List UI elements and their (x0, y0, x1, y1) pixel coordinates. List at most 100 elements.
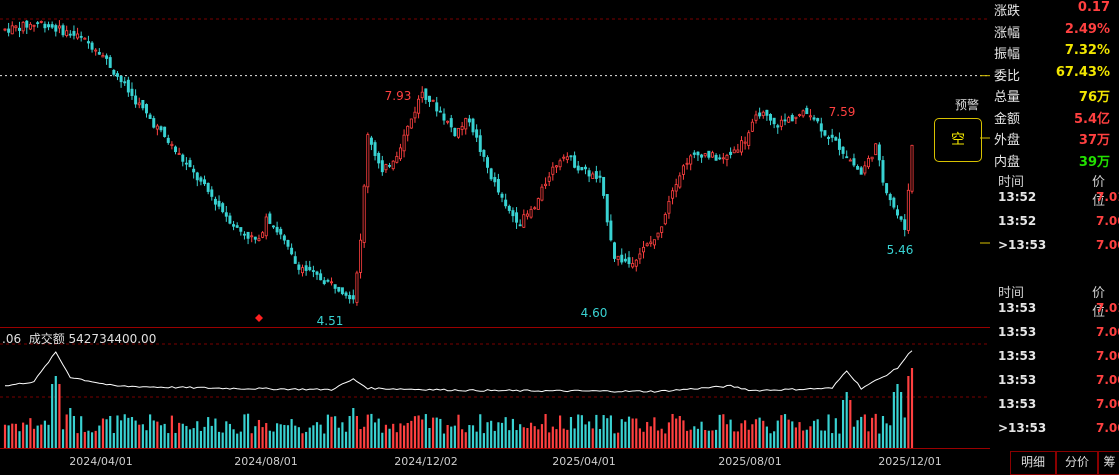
volume-bar (11, 423, 14, 448)
volume-bar (101, 418, 105, 448)
volume-bar (871, 417, 874, 448)
stat-label: 金额 (994, 111, 1021, 127)
candle-body (703, 153, 707, 157)
candle-body (565, 156, 569, 161)
volume-bar (130, 417, 134, 448)
candle-body (729, 151, 733, 155)
tab-chips[interactable]: 筹 (1098, 451, 1119, 475)
signal-diamond (255, 314, 263, 322)
candle-body (373, 142, 377, 156)
volume-bar (714, 429, 718, 448)
candle-body (478, 135, 482, 152)
volume-bar (678, 415, 681, 448)
candle-body (203, 179, 207, 185)
candle-body (874, 143, 878, 156)
candle-body (159, 126, 163, 131)
candle-body (195, 172, 199, 181)
volume-bar (199, 430, 203, 448)
candle-body (257, 238, 261, 241)
quote-panel: 涨跌 0.17 涨幅 2.49% 振幅 7.32% 委比 67.43% 总量 76万 金额… (990, 0, 1119, 475)
candle-body (297, 264, 301, 270)
candle-body (613, 242, 616, 259)
volume-bar (780, 415, 783, 448)
candle-body (359, 239, 363, 273)
volume-bar (442, 433, 446, 448)
candle-body (18, 27, 22, 31)
volume-bar (896, 384, 899, 448)
volume-bar (109, 415, 112, 448)
volume-bar (707, 430, 710, 448)
volume-bar (558, 415, 562, 448)
candle-body (333, 284, 337, 289)
volume-bar (232, 429, 235, 448)
volume-bar (127, 417, 130, 448)
tab-detail[interactable]: 明细 (1010, 451, 1056, 475)
candle-body (529, 208, 533, 218)
candle-body (261, 232, 265, 238)
candle-body (627, 257, 631, 265)
candle-body (119, 75, 123, 83)
candle-body (112, 69, 116, 75)
tick-row: 13:53 7.00 (998, 325, 1119, 339)
stat-value: 37万 (1078, 133, 1110, 148)
candle-body (431, 99, 435, 102)
candle-body (689, 155, 693, 165)
candle-body (192, 168, 196, 173)
tick-row: 13:52 7.01 (998, 190, 1119, 204)
volume-bar (490, 420, 493, 448)
stat-label: 涨跌 (994, 4, 1021, 19)
tick-time: 13:53 (998, 397, 1037, 411)
volume-bar (61, 429, 65, 448)
volume-bar (537, 429, 540, 448)
candle-body (772, 117, 776, 125)
volume-bar (217, 431, 221, 448)
candle-body (137, 102, 141, 106)
x-tick-label: 2025/04/01 (552, 455, 616, 468)
stock-chart[interactable]: 7.93 4.51 4.60 7.59 5.46 (0, 0, 990, 475)
volume-bar (428, 428, 431, 448)
candle-body (449, 118, 453, 128)
candle-body (700, 154, 704, 158)
volume-bar (250, 433, 253, 448)
volume-bar (667, 422, 671, 448)
volume-bar (744, 420, 747, 448)
price-annotation: 4.60 (581, 306, 608, 320)
tab-price-distribution[interactable]: 分价 (1056, 451, 1098, 475)
volume-bar (87, 430, 90, 448)
candle-body (163, 126, 167, 137)
alert-label: 预警 (955, 98, 980, 112)
volume-bar (174, 432, 177, 448)
volume-bar (733, 431, 736, 448)
candle-body (348, 295, 352, 300)
volume-bar (69, 408, 72, 448)
candle-body (453, 127, 457, 137)
volume-bar (776, 420, 779, 448)
volume-bar (627, 416, 631, 448)
candle-body (442, 113, 446, 121)
candle-body (906, 189, 910, 231)
volume-bar (754, 419, 758, 448)
candle-body (852, 158, 856, 166)
volume-bar (58, 384, 61, 448)
volume-bar (773, 431, 776, 448)
candle-body (841, 146, 845, 154)
candle-body (834, 137, 838, 141)
volume-bar (519, 424, 522, 448)
volume-bar (588, 421, 591, 448)
volume-bar (783, 414, 787, 448)
candle-body (638, 253, 642, 260)
volume-bar (515, 430, 518, 448)
volume-bar (188, 429, 192, 448)
tick-row: >13:53 7.00 (998, 238, 1119, 252)
volume-bar (809, 426, 812, 448)
candle-body (732, 149, 736, 154)
candle-body (391, 160, 395, 170)
volume-bar (751, 424, 754, 448)
volume-bar (696, 428, 700, 448)
volume-bar (446, 424, 449, 448)
volume-bar (638, 428, 641, 448)
candle-body (250, 235, 254, 238)
volume-bar (315, 422, 319, 448)
empty-position-box[interactable]: 空 (934, 118, 982, 162)
volume-bar (32, 428, 36, 448)
